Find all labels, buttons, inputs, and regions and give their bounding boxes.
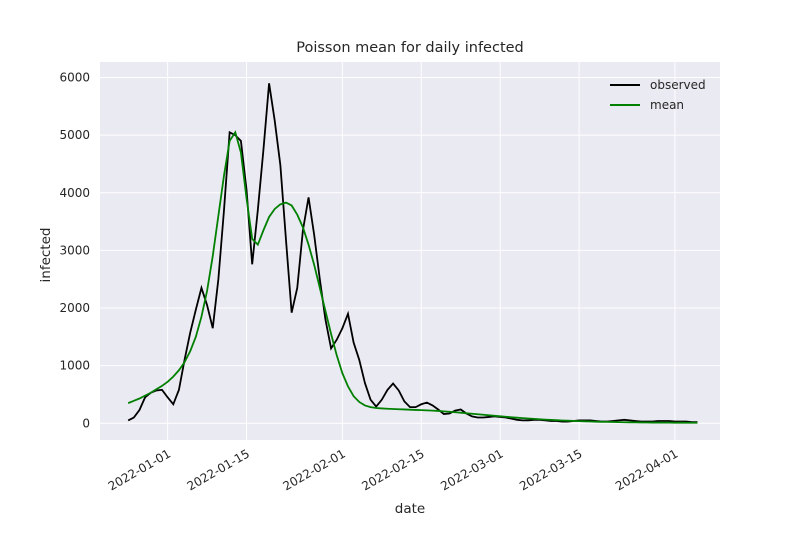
legend-label: observed xyxy=(650,78,706,92)
x-tick-label: 2022-02-01 xyxy=(280,446,347,493)
y-tick-label: 2000 xyxy=(59,301,90,315)
y-axis-label: infected xyxy=(38,228,54,283)
x-tick-label: 2022-03-01 xyxy=(438,446,505,493)
x-tick-label: 2022-02-15 xyxy=(359,446,426,493)
y-tick-label: 3000 xyxy=(59,243,90,257)
x-axis-label: date xyxy=(395,501,425,517)
y-tick-label: 6000 xyxy=(59,71,90,85)
chart-title: Poisson mean for daily infected xyxy=(296,40,524,56)
y-tick-label: 4000 xyxy=(59,186,90,200)
y-tick-label: 0 xyxy=(82,416,90,430)
y-tick-label: 5000 xyxy=(59,128,90,142)
x-tick-label: 2022-04-01 xyxy=(613,446,680,493)
x-tick-label: 2022-03-15 xyxy=(517,446,584,493)
y-tick-label: 1000 xyxy=(59,359,90,373)
x-tick-label: 2022-01-15 xyxy=(185,446,252,493)
series-line xyxy=(127,130,698,424)
x-tick-label: 2022-01-01 xyxy=(106,446,173,493)
legend-label: mean xyxy=(650,98,684,112)
plot-area xyxy=(100,62,720,440)
